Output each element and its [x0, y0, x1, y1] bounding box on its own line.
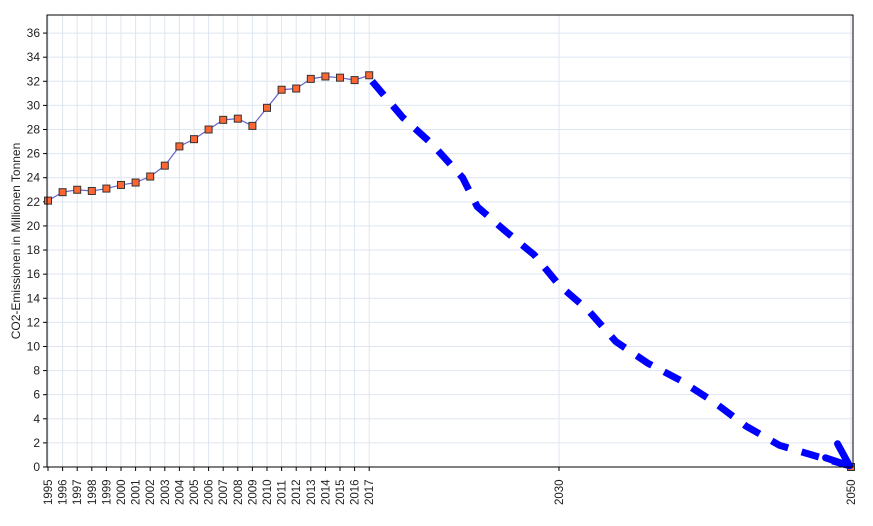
- y-tick-label: 30: [27, 98, 41, 112]
- x-tick-label: 2010: [262, 479, 274, 505]
- y-tick-label: 6: [33, 388, 40, 402]
- data-point: [117, 180, 125, 189]
- y-tick-label: 36: [27, 26, 41, 40]
- x-tick-label: 2013: [306, 479, 318, 505]
- data-point: [321, 72, 330, 81]
- data-point: [44, 196, 52, 205]
- y-tick-label: 24: [27, 171, 41, 185]
- data-point: [190, 135, 198, 144]
- data-point: [365, 71, 374, 80]
- x-tick-label: 2012: [291, 479, 303, 505]
- data-point: [292, 84, 301, 93]
- x-tick-label: 2002: [145, 479, 157, 505]
- arrow-shaft: [369, 79, 851, 470]
- y-tick-label: 10: [27, 339, 41, 353]
- x-tick-label: 2006: [204, 479, 216, 505]
- data-point: [248, 121, 257, 130]
- series: [44, 71, 855, 471]
- data-point: [277, 85, 286, 94]
- projection-arrow: [369, 79, 854, 470]
- data-point: [58, 188, 67, 197]
- plot-frame: [46, 14, 854, 468]
- x-tick-label: 1998: [87, 479, 99, 505]
- y-tick-label: 14: [27, 291, 41, 305]
- y-tick-label: 28: [27, 123, 41, 137]
- y-tick-label: 26: [27, 147, 41, 161]
- x-tick-label: 2016: [350, 479, 362, 505]
- data-point: [146, 172, 155, 181]
- data-point: [73, 185, 82, 194]
- y-tick-label: 34: [27, 50, 41, 64]
- arrow-head: [822, 440, 854, 470]
- x-tick-label: 2011: [277, 480, 289, 505]
- y-tick-label: 8: [33, 364, 40, 378]
- y-tick-label: 20: [27, 219, 41, 233]
- data-point: [131, 178, 140, 187]
- data-point: [219, 115, 228, 124]
- y-tick-label: 0: [33, 460, 40, 474]
- y-tick-label: 18: [27, 243, 41, 257]
- y-tick-label: 22: [27, 195, 41, 209]
- grid: [47, 15, 853, 467]
- x-tick-label: 1996: [58, 479, 70, 505]
- data-point: [263, 103, 271, 112]
- x-tick-label: 1999: [101, 479, 113, 505]
- y-tick-label: 16: [27, 267, 41, 281]
- y-tick-label: 2: [33, 436, 40, 450]
- x-tick-label: 1997: [72, 479, 84, 505]
- data-point: [204, 125, 213, 134]
- x-tick-label: 2001: [131, 479, 143, 505]
- data-point: [233, 114, 242, 123]
- y-axis-label: CO2-Emissionen in Millionen Tonnen: [9, 143, 23, 340]
- x-tick-label: 2008: [233, 479, 245, 505]
- x-tick-label: 2007: [218, 479, 230, 505]
- data-point: [350, 76, 359, 85]
- x-tick-label: 2009: [247, 479, 259, 505]
- x-tick-label: 2050: [846, 479, 858, 505]
- x-tick-label: 2017: [364, 479, 376, 505]
- data-point: [160, 161, 169, 170]
- data-point: [306, 74, 315, 83]
- data-point: [102, 184, 111, 193]
- x-tick-label: 2004: [174, 479, 186, 505]
- y-tick-label: 32: [27, 74, 41, 88]
- x-tick-label: 1995: [43, 479, 55, 505]
- x-tick-label: 2030: [554, 479, 566, 505]
- data-point: [175, 142, 184, 151]
- x-tick-label: 2000: [116, 479, 128, 505]
- y-tick-label: 4: [33, 412, 40, 426]
- x-tick-label: 2014: [320, 479, 332, 505]
- data-point: [336, 73, 344, 82]
- x-tick-label: 2003: [160, 479, 172, 505]
- x-tick-label: 2005: [189, 479, 201, 505]
- y-tick-label: 12: [27, 315, 41, 329]
- data-point: [87, 186, 96, 195]
- x-tick-label: 2015: [335, 479, 347, 505]
